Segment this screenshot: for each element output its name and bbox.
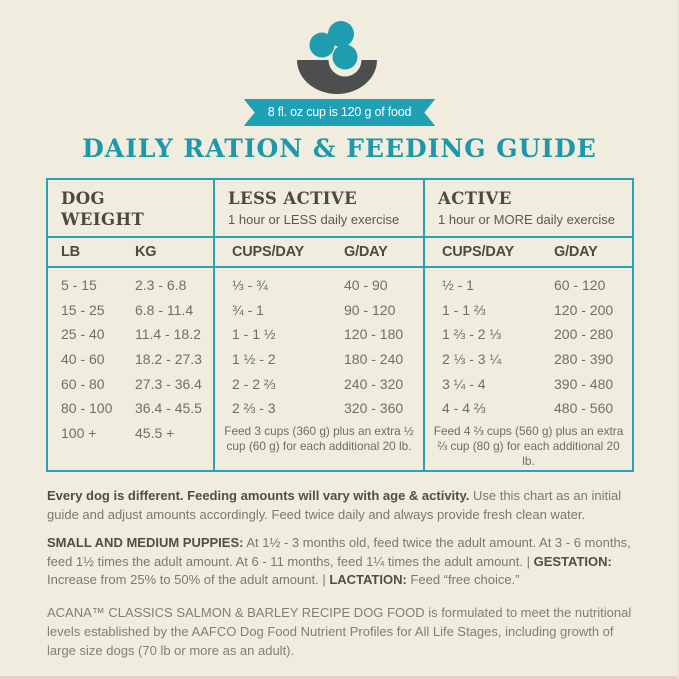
less-active-title: LESS ACTIVE xyxy=(228,189,358,208)
dog-weight-header: DOG WEIGHT xyxy=(48,180,213,238)
table-row: 2 ⅓ - 3 ¼ 280 - 390 xyxy=(442,351,614,368)
table-row: 1 ½ - 2 180 - 240 xyxy=(232,351,404,368)
table-row: 1 - 1 ½ 120 - 180 xyxy=(232,326,404,343)
page-title: DAILY RATION & FEEDING GUIDE xyxy=(82,134,597,163)
table-row: 1 - 1 ⅔ 120 - 200 xyxy=(442,301,614,318)
column-less-active: LESS ACTIVE 1 hour or LESS daily exercis… xyxy=(213,180,423,470)
table-row: 80 - 100 36.4 - 45.5 xyxy=(61,400,202,417)
table-row: 60 - 80 27.3 - 36.4 xyxy=(61,375,202,392)
table-row: 4 - 4 ⅔ 480 - 560 xyxy=(442,400,614,417)
column-active: ACTIVE 1 hour or MORE daily exercise CUP… xyxy=(423,180,632,470)
package-edge-bottom xyxy=(0,676,679,679)
note-general: Every dog is different. Feeding amounts … xyxy=(47,488,622,522)
active-body: ½ - 1 60 - 120 1 - 1 ⅔ 120 - 200 1 ⅔ - 2 ⅓… xyxy=(425,268,632,469)
active-title: ACTIVE xyxy=(438,189,512,208)
bowl-icon-graphic xyxy=(297,21,377,94)
less-active-extra-note: Feed 3 cups (360 g) plus an extra ½ cup … xyxy=(224,423,414,453)
dog-weight-subheader: LB KG xyxy=(48,238,213,268)
less-active-body: ⅓ - ¾ 40 - 90 ¾ - 1 90 - 120 1 - 1 ½ 120 - … xyxy=(215,268,423,454)
active-subheader: CUPS/DAY G/DAY xyxy=(425,238,632,268)
col-header-cups-day: CUPS/DAY xyxy=(442,244,514,260)
col-header-g-day: G/DAY xyxy=(344,244,388,260)
col-header-kg: KG xyxy=(135,244,157,260)
table-row: 3 ¼ - 4 390 - 480 xyxy=(442,375,614,392)
note-aafco: ACANA™ CLASSICS SALMON & BARLEY RECIPE D… xyxy=(47,605,632,658)
table-row: 15 - 25 6.8 - 11.4 xyxy=(61,301,194,318)
less-active-subheader: CUPS/DAY G/DAY xyxy=(215,238,423,268)
footer-notes: Every dog is different. Feeding amounts … xyxy=(47,487,635,661)
less-active-header: LESS ACTIVE 1 hour or LESS daily exercis… xyxy=(215,180,423,238)
feeding-table: DOG WEIGHT LB KG 5 - 15 2.3 - 6.8 15 - 25… xyxy=(46,178,634,472)
column-dog-weight: DOG WEIGHT LB KG 5 - 15 2.3 - 6.8 15 - 25… xyxy=(48,180,213,470)
table-row-extra: 100 +45.5 + xyxy=(61,424,175,441)
table-row: 25 - 40 11.4 - 18.2 xyxy=(61,326,201,343)
table-row: 2 ⅔ - 3 320 - 360 xyxy=(232,400,404,417)
bowl-with-kibble-icon xyxy=(287,18,387,98)
table-row: ⅓ - ¾ 40 - 90 xyxy=(232,277,388,294)
table-row: 5 - 15 2.3 - 6.8 xyxy=(61,277,187,294)
package-edge-right xyxy=(677,0,679,679)
active-header: ACTIVE 1 hour or MORE daily exercise xyxy=(425,180,632,238)
table-row: ¾ - 1 90 - 120 xyxy=(232,301,396,318)
active-subtitle: 1 hour or MORE daily exercise xyxy=(438,212,616,228)
less-active-subtitle: 1 hour or LESS daily exercise xyxy=(228,212,400,228)
col-header-lb: LB xyxy=(61,244,80,260)
table-row: 2 - 2 ⅔ 240 - 320 xyxy=(232,375,404,392)
table-row: 1 ⅔ - 2 ⅓ 200 - 280 xyxy=(442,326,614,343)
col-header-cups-day: CUPS/DAY xyxy=(232,244,304,260)
active-extra-note: Feed 4 ⅔ cups (560 g) plus an extra ⅔ cu… xyxy=(433,423,624,468)
table-row: ½ - 1 60 - 120 xyxy=(442,277,606,294)
table-row: 40 - 60 18.2 - 27.3 xyxy=(61,351,202,368)
col-header-g-day: G/DAY xyxy=(554,244,598,260)
cup-size-badge: 8 fl. oz cup is 120 g of food xyxy=(244,99,436,126)
dog-weight-title: DOG WEIGHT xyxy=(61,189,145,230)
note-life-stages: SMALL AND MEDIUM PUPPIES: At 1½ - 3 mont… xyxy=(47,534,631,588)
dog-weight-body: 5 - 15 2.3 - 6.8 15 - 25 6.8 - 11.4 25 - 4… xyxy=(48,268,213,445)
